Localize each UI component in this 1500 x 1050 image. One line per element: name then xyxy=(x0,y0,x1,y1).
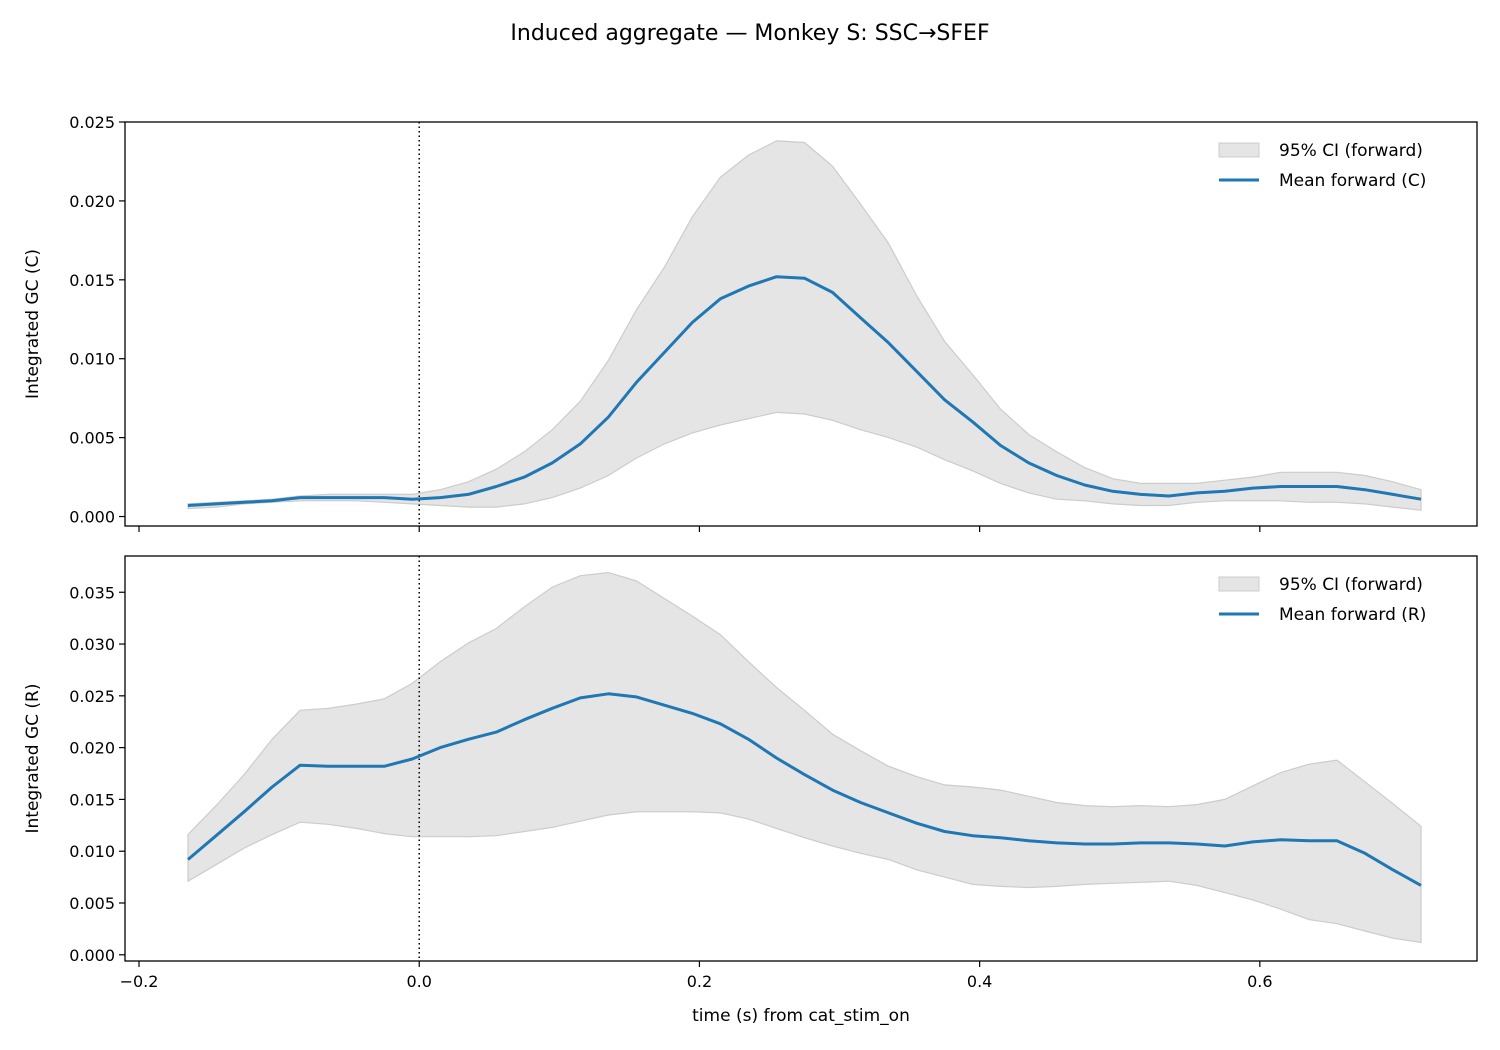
y-tick-label: 0.005 xyxy=(69,429,115,448)
x-tick-label: 0.6 xyxy=(1247,972,1272,991)
y-tick-label: 0.035 xyxy=(69,583,115,602)
y-tick-label: 0.025 xyxy=(69,113,115,132)
legend-ci-swatch xyxy=(1218,576,1260,592)
y-tick-label: 0.010 xyxy=(69,842,115,861)
y-tick-label: 0.000 xyxy=(69,946,115,965)
y-tick-label: 0.030 xyxy=(69,635,115,654)
x-tick-label: 0.4 xyxy=(967,972,992,991)
y-tick-label: 0.005 xyxy=(69,894,115,913)
legend-mean-label: Mean forward (R) xyxy=(1279,605,1426,625)
mean-line xyxy=(187,275,1422,507)
axes-frame xyxy=(124,121,1478,527)
legend-mean-label: Mean forward (C) xyxy=(1279,171,1426,191)
figure-title: Induced aggregate — Monkey S: SSC→SFEF xyxy=(510,21,989,46)
y-tick-label: 0.000 xyxy=(69,508,115,527)
mean-line xyxy=(187,692,1422,887)
y-tick-label: 0.020 xyxy=(69,739,115,758)
legend-ci-label: 95% CI (forward) xyxy=(1279,141,1423,161)
ci-band xyxy=(187,140,1422,511)
ci-band xyxy=(187,571,1422,944)
x-tick-label: −0.2 xyxy=(120,972,159,991)
x-tick-label: 0.0 xyxy=(406,972,431,991)
y-tick-label: 0.015 xyxy=(69,790,115,809)
y-tick-label: 0.025 xyxy=(69,687,115,706)
y-axis-label: Integrated GC (C) xyxy=(23,249,43,399)
panel-bottom: 0.000 0.005 0.010 0.015 0.020 0.025 0.030 0.035… xyxy=(23,555,1478,991)
legend-ci-label: 95% CI (forward) xyxy=(1279,575,1423,595)
y-tick-label: 0.020 xyxy=(69,192,115,211)
legend-ci-swatch xyxy=(1218,142,1260,158)
axes-frame xyxy=(124,555,1478,962)
y-tick-label: 0.015 xyxy=(69,271,115,290)
y-axis-label: Integrated GC (R) xyxy=(23,684,43,834)
y-tick-label: 0.010 xyxy=(69,350,115,369)
x-tick-label: 0.2 xyxy=(687,972,712,991)
panel-top: 0.000 0.005 0.010 0.015 0.020 0.025 Integrated… xyxy=(23,113,1478,532)
x-axis-label: time (s) from cat_stim_on xyxy=(692,1006,910,1026)
